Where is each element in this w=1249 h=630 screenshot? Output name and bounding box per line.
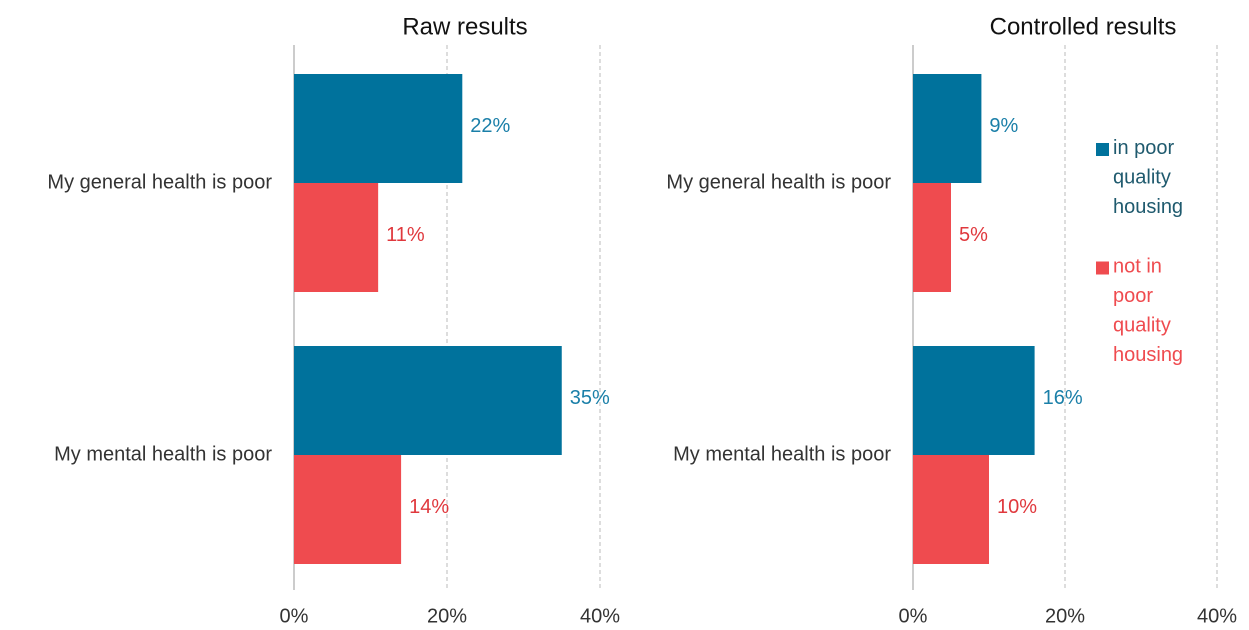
category-label: My general health is poor (47, 171, 272, 193)
x-tick-label: 40% (1197, 605, 1237, 627)
x-tick-label: 0% (280, 605, 309, 627)
legend-label: in poor quality housing (1113, 137, 1183, 218)
data-label: 16% (1043, 387, 1083, 409)
bar (913, 183, 951, 292)
data-label: 14% (409, 496, 449, 518)
data-label: 22% (470, 115, 510, 137)
bar (294, 455, 402, 564)
data-label: 35% (570, 387, 610, 409)
category-label: My mental health is poor (54, 443, 272, 465)
bar (294, 346, 562, 455)
category-label: My mental health is poor (673, 443, 891, 465)
chart-title: Raw results (402, 13, 527, 40)
x-tick-label: 0% (899, 605, 928, 627)
legend-label: not in poor quality housing (1113, 256, 1183, 367)
bar (913, 346, 1035, 455)
bar (913, 74, 982, 183)
category-label: My general health is poor (666, 171, 891, 193)
bar (294, 74, 463, 183)
x-tick-label: 40% (580, 605, 620, 627)
data-label: 10% (997, 496, 1037, 518)
data-label: 5% (959, 224, 988, 246)
legend-swatch (1096, 261, 1109, 275)
data-label: 9% (989, 115, 1018, 137)
bar (913, 455, 989, 564)
legend-swatch (1096, 143, 1109, 156)
bar (294, 183, 379, 292)
data-label: 11% (386, 224, 425, 246)
chart-title: Controlled results (990, 13, 1177, 40)
x-tick-label: 20% (427, 605, 467, 627)
x-tick-label: 20% (1045, 605, 1085, 627)
